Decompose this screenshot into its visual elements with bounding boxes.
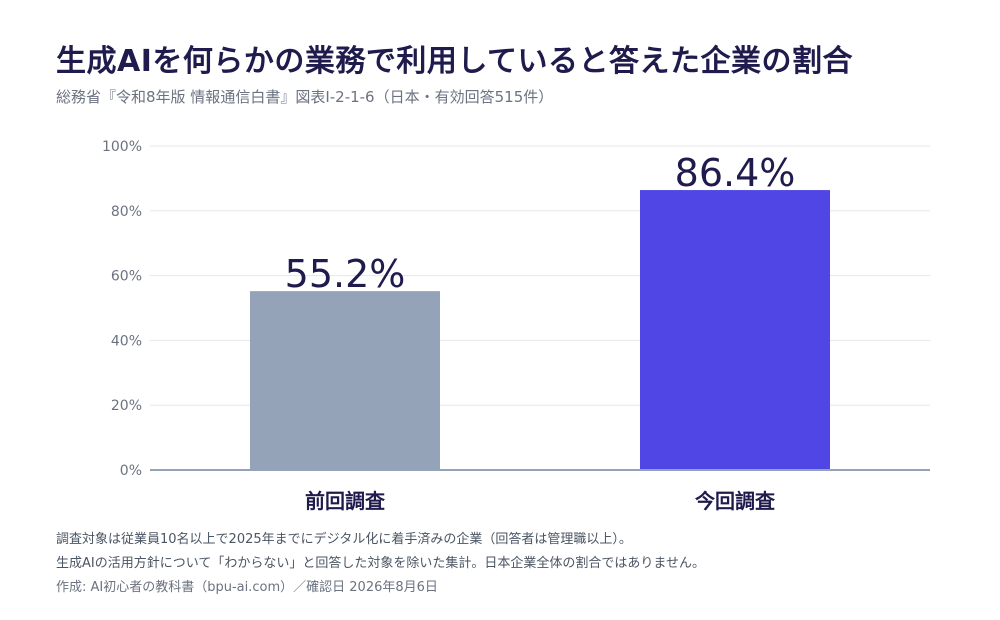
bar <box>640 190 830 470</box>
y-tick-label: 20% <box>111 398 142 414</box>
y-tick-label: 60% <box>111 269 142 285</box>
x-category-label: 前回調査 <box>305 489 385 513</box>
bar-chart: 0% 20% 40% 60% 80% 100% 55.2% 前回調査 86.4% 今回調査 <box>102 139 930 513</box>
footnote-2: 生成AIの活用方針について「わからない」と回答した対象を除いた集計。日本企業全体… <box>56 556 705 571</box>
x-category-label: 今回調査 <box>695 489 775 513</box>
y-tick-label: 0% <box>120 463 142 479</box>
credit-line: 作成: AI初心者の教科書（bpu-ai.com）／確認日 2026年8月6日 <box>56 580 438 595</box>
chart-subtitle: 総務省『令和8年版 情報通信白書』図表I-2-1-6（日本・有効回答515件） <box>56 88 554 106</box>
y-tick-label: 100% <box>102 139 142 155</box>
chart-title: 生成AIを何らかの業務で利用していると答えた企業の割合 <box>56 44 853 79</box>
y-tick-label: 80% <box>111 204 142 220</box>
bar-value-label: 86.4% <box>675 151 796 195</box>
footnote-1: 調査対象は従業員10名以上で2025年までにデジタル化に着手済みの企業（回答者は… <box>56 532 632 547</box>
y-tick-label: 40% <box>111 333 142 349</box>
footnotes: 調査対象は従業員10名以上で2025年までにデジタル化に着手済みの企業（回答者は… <box>56 528 705 600</box>
bar-value-label: 55.2% <box>285 252 406 296</box>
bar <box>250 291 440 470</box>
